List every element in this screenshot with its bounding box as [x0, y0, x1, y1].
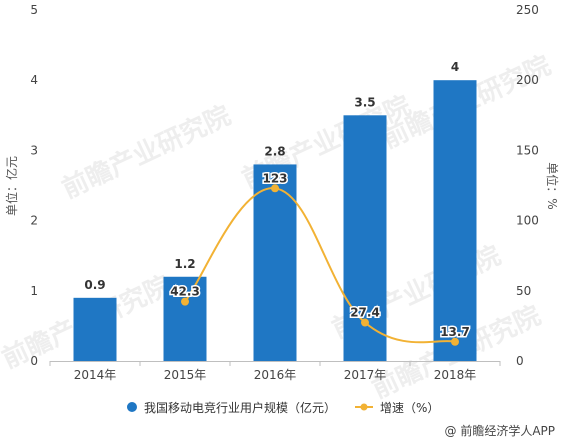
growth-value-label: 27.4: [350, 306, 380, 320]
x-axis: 2014年 2015年 2016年 2017年 2018年: [49, 361, 501, 382]
source-credit: @ 前瞻经济学人APP: [444, 424, 556, 438]
x-tick-label: 2014年: [74, 368, 117, 382]
right-y-tick-label: 150: [516, 143, 539, 157]
bar-data-labels: 0.9 1.2 2.8 3.5 4: [84, 60, 459, 292]
growth-point: [361, 318, 369, 327]
right-y-axis: 0 50 100 150 200 250 单位：%: [516, 3, 560, 368]
bar: [433, 80, 477, 361]
right-y-axis-title: 单位：%: [545, 162, 560, 209]
legend-line-label: 增速（%）: [380, 401, 439, 415]
legend-bar-label: 我国移动电竞行业用户规模（亿元）: [144, 400, 336, 415]
growth-line-series: [181, 184, 459, 346]
right-y-tick-label: 100: [516, 214, 539, 228]
watermark-text: 前瞻产业研究院: [57, 100, 235, 205]
legend-bar-marker: [127, 402, 137, 412]
x-tick-label: 2017年: [344, 368, 387, 382]
right-y-tick-label: 250: [516, 3, 539, 17]
bar-value-label: 0.9: [84, 278, 105, 292]
x-tick-label: 2016年: [254, 368, 297, 382]
growth-point: [451, 337, 459, 346]
bar: [163, 276, 207, 361]
x-tick-label: 2018年: [434, 368, 477, 382]
right-y-tick-label: 0: [516, 354, 524, 368]
left-y-tick-label: 5: [30, 3, 38, 17]
bar-value-label: 2.8: [264, 144, 285, 158]
bar: [253, 164, 297, 361]
growth-point: [181, 297, 189, 306]
growth-value-label: 42.3: [170, 285, 200, 299]
line-data-labels: 42.3 123 27.4 13.7: [169, 170, 472, 340]
growth-line: [184, 187, 456, 344]
legend-line-dot: [360, 403, 368, 411]
bar-value-label: 4: [451, 60, 459, 74]
growth-value-label: 123: [262, 171, 287, 185]
growth-value-label: 13.7: [440, 325, 470, 339]
legend: 我国移动电竞行业用户规模（亿元） 增速（%）: [127, 400, 439, 415]
left-y-tick-label: 1: [30, 284, 38, 298]
left-y-tick-label: 4: [30, 73, 38, 87]
left-y-tick-label: 0: [30, 354, 38, 368]
right-y-tick-label: 50: [516, 284, 531, 298]
left-y-axis-title: 单位：亿元: [4, 156, 19, 216]
left-y-tick-label: 3: [30, 143, 38, 157]
right-y-tick-label: 200: [516, 73, 539, 87]
x-tick-label: 2015年: [164, 368, 207, 382]
left-y-tick-label: 2: [30, 214, 38, 228]
left-y-axis: 0 1 2 3 4 5 单位：亿元: [4, 3, 38, 368]
bar: [73, 297, 117, 361]
bar-value-label: 1.2: [174, 257, 195, 271]
growth-point: [271, 184, 279, 193]
bar-value-label: 3.5: [354, 95, 375, 109]
